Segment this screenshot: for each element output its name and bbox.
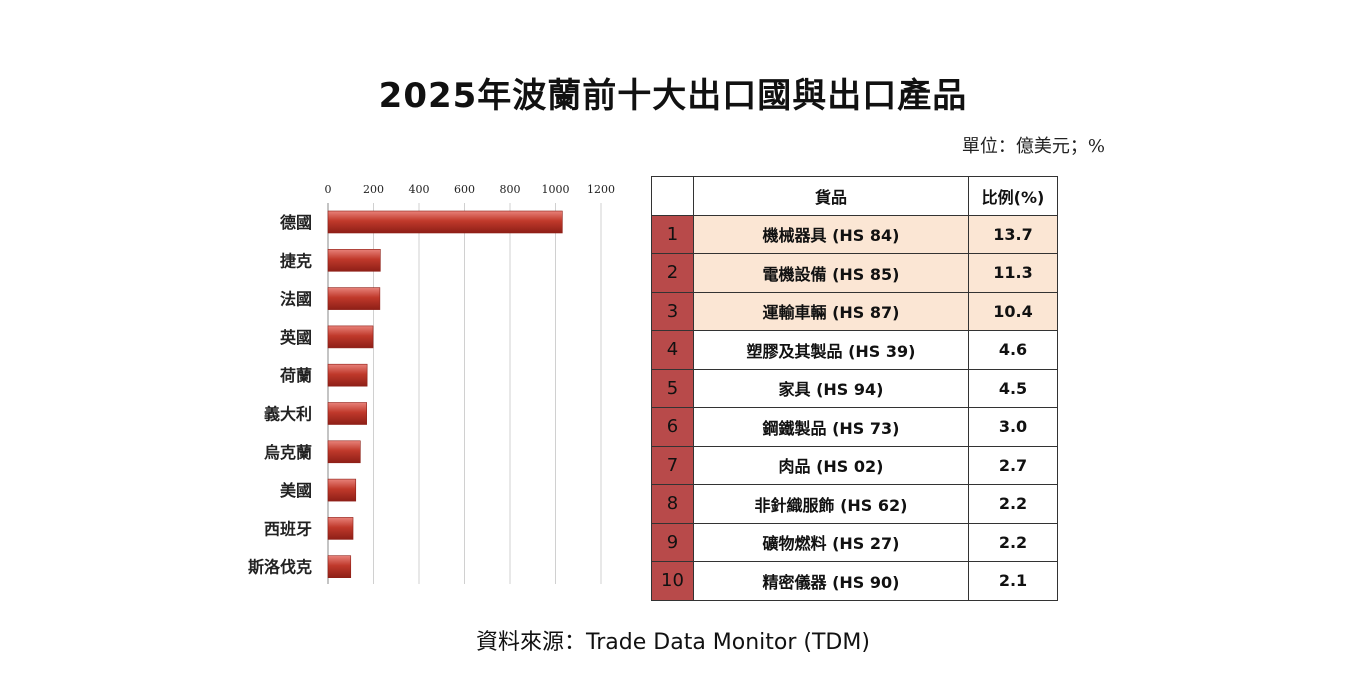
export-country-bar-chart: 0 200 400 600 800 1000 1200 德國捷克法國英國荷蘭義大利烏克蘭美國… [248,183,615,584]
table-row: 10 精密儀器 (HS 90) 2.1 [651,561,1058,601]
rank-cell: 9 [651,522,694,562]
category-label: 捷克 [280,251,312,270]
x-tick-label: 1200 [587,183,615,196]
rank-cell: 2 [651,253,694,293]
bar [327,249,381,272]
table-row: 3 運輸車輛 (HS 87) 10.4 [651,291,1058,331]
category-label: 英國 [279,328,312,347]
share-cell: 2.7 [968,445,1058,485]
category-label: 義大利 [264,405,312,424]
item-cell: 機械器具 (HS 84) [693,214,969,254]
table-row: 7 肉品 (HS 02) 2.7 [651,445,1058,485]
share-cell: 2.1 [968,561,1058,601]
bar [327,478,357,502]
table-row: 1 機械器具 (HS 84) 13.7 [651,214,1058,254]
item-cell: 塑膠及其製品 (HS 39) [693,330,969,370]
table-row: 2 電機設備 (HS 85) 11.3 [651,253,1058,293]
item-cell: 精密儀器 (HS 90) [693,561,969,601]
share-cell: 11.3 [968,253,1058,293]
category-label: 烏克蘭 [264,443,312,462]
category-label: 美國 [280,481,312,500]
share-cell: 13.7 [968,214,1058,254]
rank-cell: 3 [651,291,694,331]
x-tick-label: 400 [409,183,430,196]
rank-cell: 6 [651,407,694,447]
bar [327,440,361,464]
share-cell: 4.6 [968,330,1058,370]
x-tick-label: 1000 [542,183,570,196]
rank-cell: 5 [651,368,694,408]
x-tick-label: 800 [500,183,521,196]
bar [327,325,374,349]
unit-note: 單位：億美元；% [961,136,1105,157]
table-row: 4 塑膠及其製品 (HS 39) 4.6 [651,330,1058,370]
bar [327,363,368,387]
item-cell: 肉品 (HS 02) [693,445,969,485]
rank-cell: 4 [651,330,694,370]
page-title: 2025年波蘭前十大出口國與出口產品 [378,76,968,116]
share-cell: 2.2 [968,484,1058,524]
rank-cell: 8 [651,484,694,524]
rank-cell: 10 [651,561,694,601]
rank-header [651,176,694,216]
table-row: 8 非針織服飾 (HS 62) 2.2 [651,484,1058,524]
item-cell: 礦物燃料 (HS 27) [693,522,969,562]
rank-cell: 1 [651,214,694,254]
bar [327,555,352,579]
bar [327,517,354,540]
share-cell: 3.0 [968,407,1058,447]
x-tick-label: 0 [325,183,332,196]
bar [327,402,367,425]
bar [327,287,381,310]
table-row: 9 礦物燃料 (HS 27) 2.2 [651,522,1058,562]
table-row: 5 家具 (HS 94) 4.5 [651,368,1058,408]
category-label: 法國 [280,290,312,309]
item-cell: 非針織服飾 (HS 62) [693,484,969,524]
category-label: 荷蘭 [280,366,312,385]
export-products-table: 貨品 比例(%) 1 機械器具 (HS 84) 13.7 2 電機設備 (HS 85) 1… [651,176,1058,601]
share-cell: 10.4 [968,291,1058,331]
category-label: 斯洛伐克 [248,558,312,577]
share-header: 比例(%) [968,176,1058,216]
source-note: 資料來源：Trade Data Monitor (TDM) [476,630,870,655]
rank-cell: 7 [651,445,694,485]
share-cell: 2.2 [968,522,1058,562]
x-tick-label: 600 [454,183,475,196]
category-label: 德國 [280,213,312,232]
item-cell: 電機設備 (HS 85) [693,253,969,293]
item-cell: 運輸車輛 (HS 87) [693,291,969,331]
category-label: 西班牙 [264,519,312,538]
item-header: 貨品 [693,176,969,216]
bar [327,210,563,234]
share-cell: 4.5 [968,368,1058,408]
item-cell: 鋼鐵製品 (HS 73) [693,407,969,447]
table-row: 6 鋼鐵製品 (HS 73) 3.0 [651,407,1058,447]
x-tick-label: 200 [363,183,384,196]
table-header-row: 貨品 比例(%) [651,176,1058,216]
item-cell: 家具 (HS 94) [693,368,969,408]
